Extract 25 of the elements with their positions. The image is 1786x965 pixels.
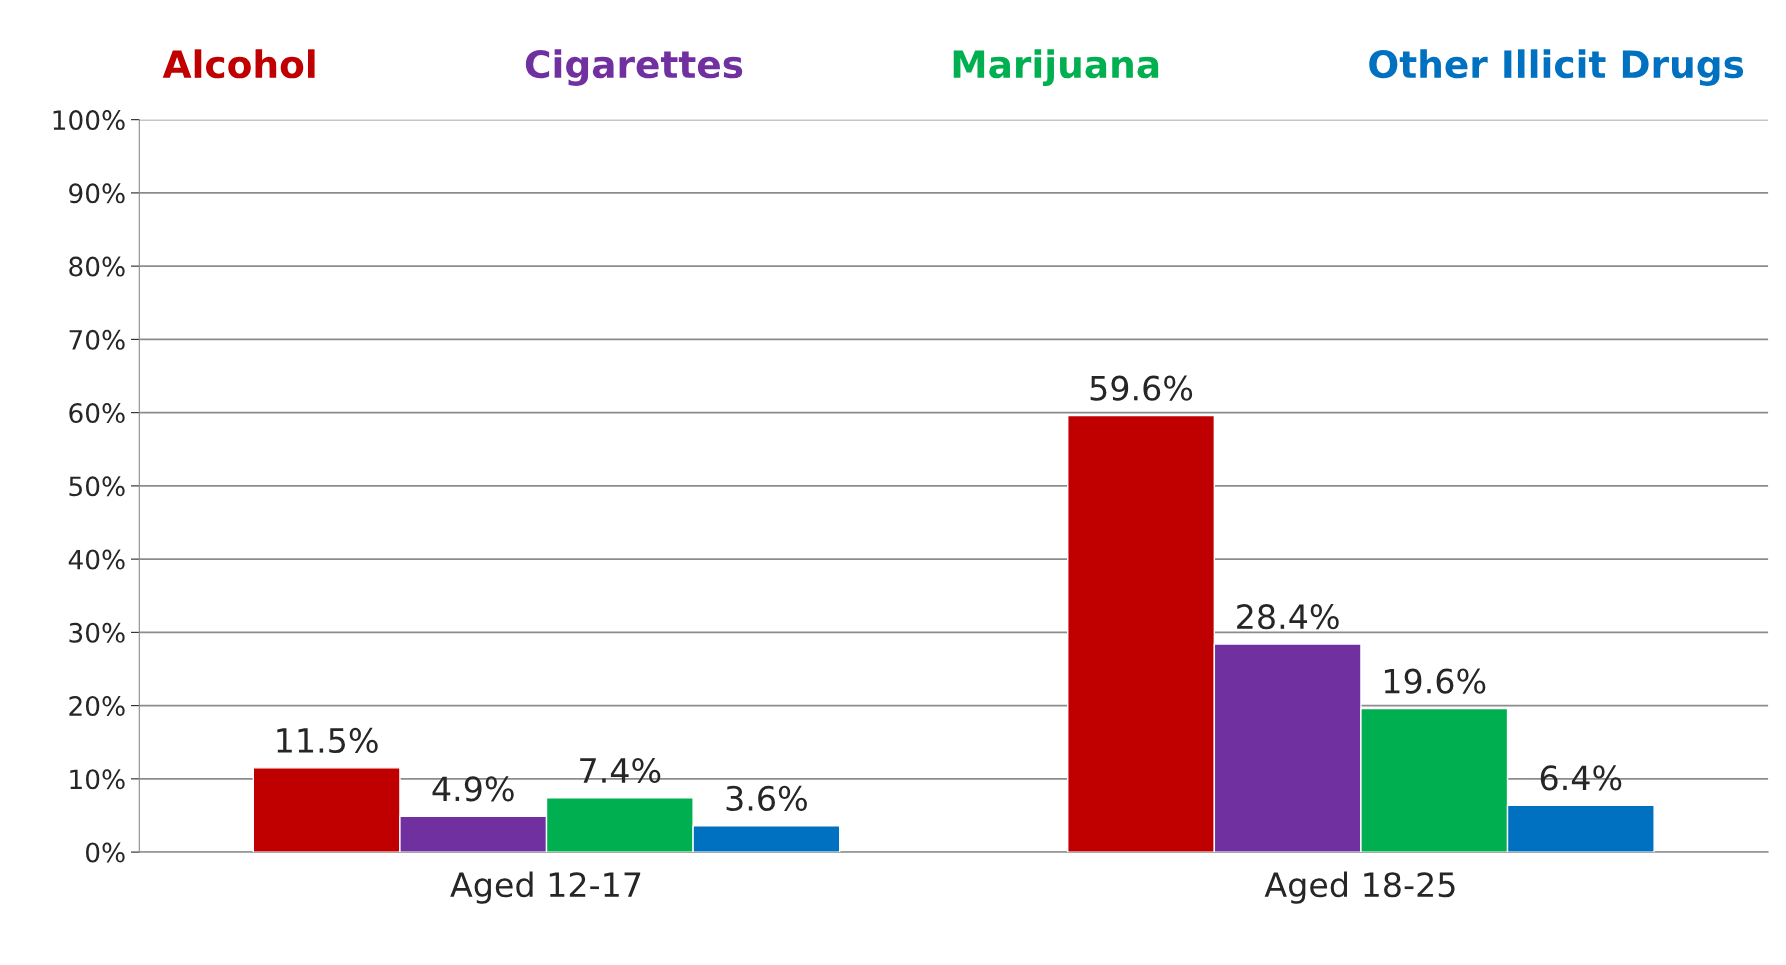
data-label: 28.4%: [1237, 604, 1339, 630]
y-tick-label: 50%: [69, 476, 125, 497]
data-label: 11.5%: [277, 727, 378, 754]
y-tick-label: 0%: [85, 842, 125, 863]
x-tick-label: Aged 18-25: [1264, 871, 1455, 904]
text: Alcohol: [162, 49, 315, 79]
data-label: 6.4%: [1540, 765, 1622, 791]
data-label: 19.6%: [1384, 668, 1486, 694]
data-label: 4.9%: [432, 776, 514, 802]
x-tick-label: Aged 12-17: [450, 871, 641, 904]
y-tick-label: 90%: [69, 183, 125, 204]
data-label: 59.6%: [1090, 375, 1193, 401]
text: Marijuana: [953, 49, 1159, 86]
y-tick-label: 20%: [69, 696, 125, 717]
y-tick-label: 100%: [53, 110, 125, 131]
y-tick-label: 60%: [69, 403, 125, 424]
y-tick-label: 10%: [70, 769, 125, 790]
text: Cigarettes: [525, 49, 743, 86]
y-tick-label: 70%: [69, 329, 125, 350]
y-tick-label: 30%: [69, 622, 125, 643]
data-label: 3.6%: [726, 785, 807, 811]
text: Other Illicit Drugs: [1369, 49, 1744, 86]
y-tick-label: 80%: [69, 256, 125, 277]
data-label: 7.4%: [580, 757, 661, 784]
y-tick-label: 40%: [68, 549, 125, 570]
